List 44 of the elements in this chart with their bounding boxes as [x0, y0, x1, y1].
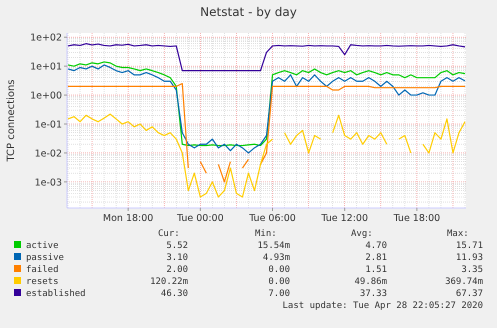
text: Cur:	[158, 229, 180, 239]
text: 3.10	[166, 253, 188, 263]
chart-title: Netstat - by day	[200, 5, 297, 19]
text: Avg:	[351, 229, 373, 239]
text: 4.93m	[262, 253, 290, 263]
y-tick-label: 1e+02	[30, 32, 62, 44]
text: 2.00	[166, 265, 188, 275]
text: 2.81	[365, 253, 387, 263]
text: 11.93	[456, 253, 483, 263]
text: 67.37	[456, 289, 483, 299]
text: 15.54m	[257, 241, 290, 251]
y-tick-label: 1e+00	[30, 90, 62, 102]
text: 1.51	[365, 265, 387, 275]
y-axis-title: TCP connections	[6, 79, 17, 163]
legend-label: failed	[26, 265, 59, 275]
text: 369.74m	[445, 277, 483, 287]
x-tick-label: Tue 18:00	[392, 213, 440, 224]
legend-label: passive	[26, 253, 64, 263]
text: 7.00	[268, 289, 290, 299]
y-tick-label: 1e-02	[34, 148, 62, 160]
text: 0.00	[268, 277, 290, 287]
legend-label: active	[26, 241, 59, 251]
text: 37.33	[360, 289, 387, 299]
x-tick-label: Tue 00:00	[176, 213, 224, 224]
text: Max:	[447, 229, 469, 239]
y-tick-label: 1e+01	[30, 62, 62, 73]
line-series	[67, 43, 466, 72]
text: 49.86m	[354, 277, 387, 287]
x-tick-label: Tue 12:00	[320, 213, 368, 224]
text: 46.30	[160, 289, 188, 299]
text: 3.35	[461, 265, 483, 275]
y-tick-label: 1e-01	[34, 120, 62, 131]
text: Last update: Tue Apr 28 22:05:27 2020	[282, 301, 483, 311]
text: 120.22m	[150, 277, 188, 287]
text: Min:	[255, 229, 277, 239]
text: 0.00	[268, 265, 290, 275]
legend-label: resets	[26, 277, 59, 287]
x-tick-label: Mon 18:00	[102, 213, 154, 224]
legend-label: established	[26, 289, 86, 299]
y-tick-label: 1e-03	[34, 177, 62, 188]
text: 15.71	[456, 241, 483, 251]
x-tick-label: Tue 06:00	[248, 213, 296, 224]
text: 4.70	[365, 241, 387, 251]
text: 5.52	[166, 241, 188, 251]
